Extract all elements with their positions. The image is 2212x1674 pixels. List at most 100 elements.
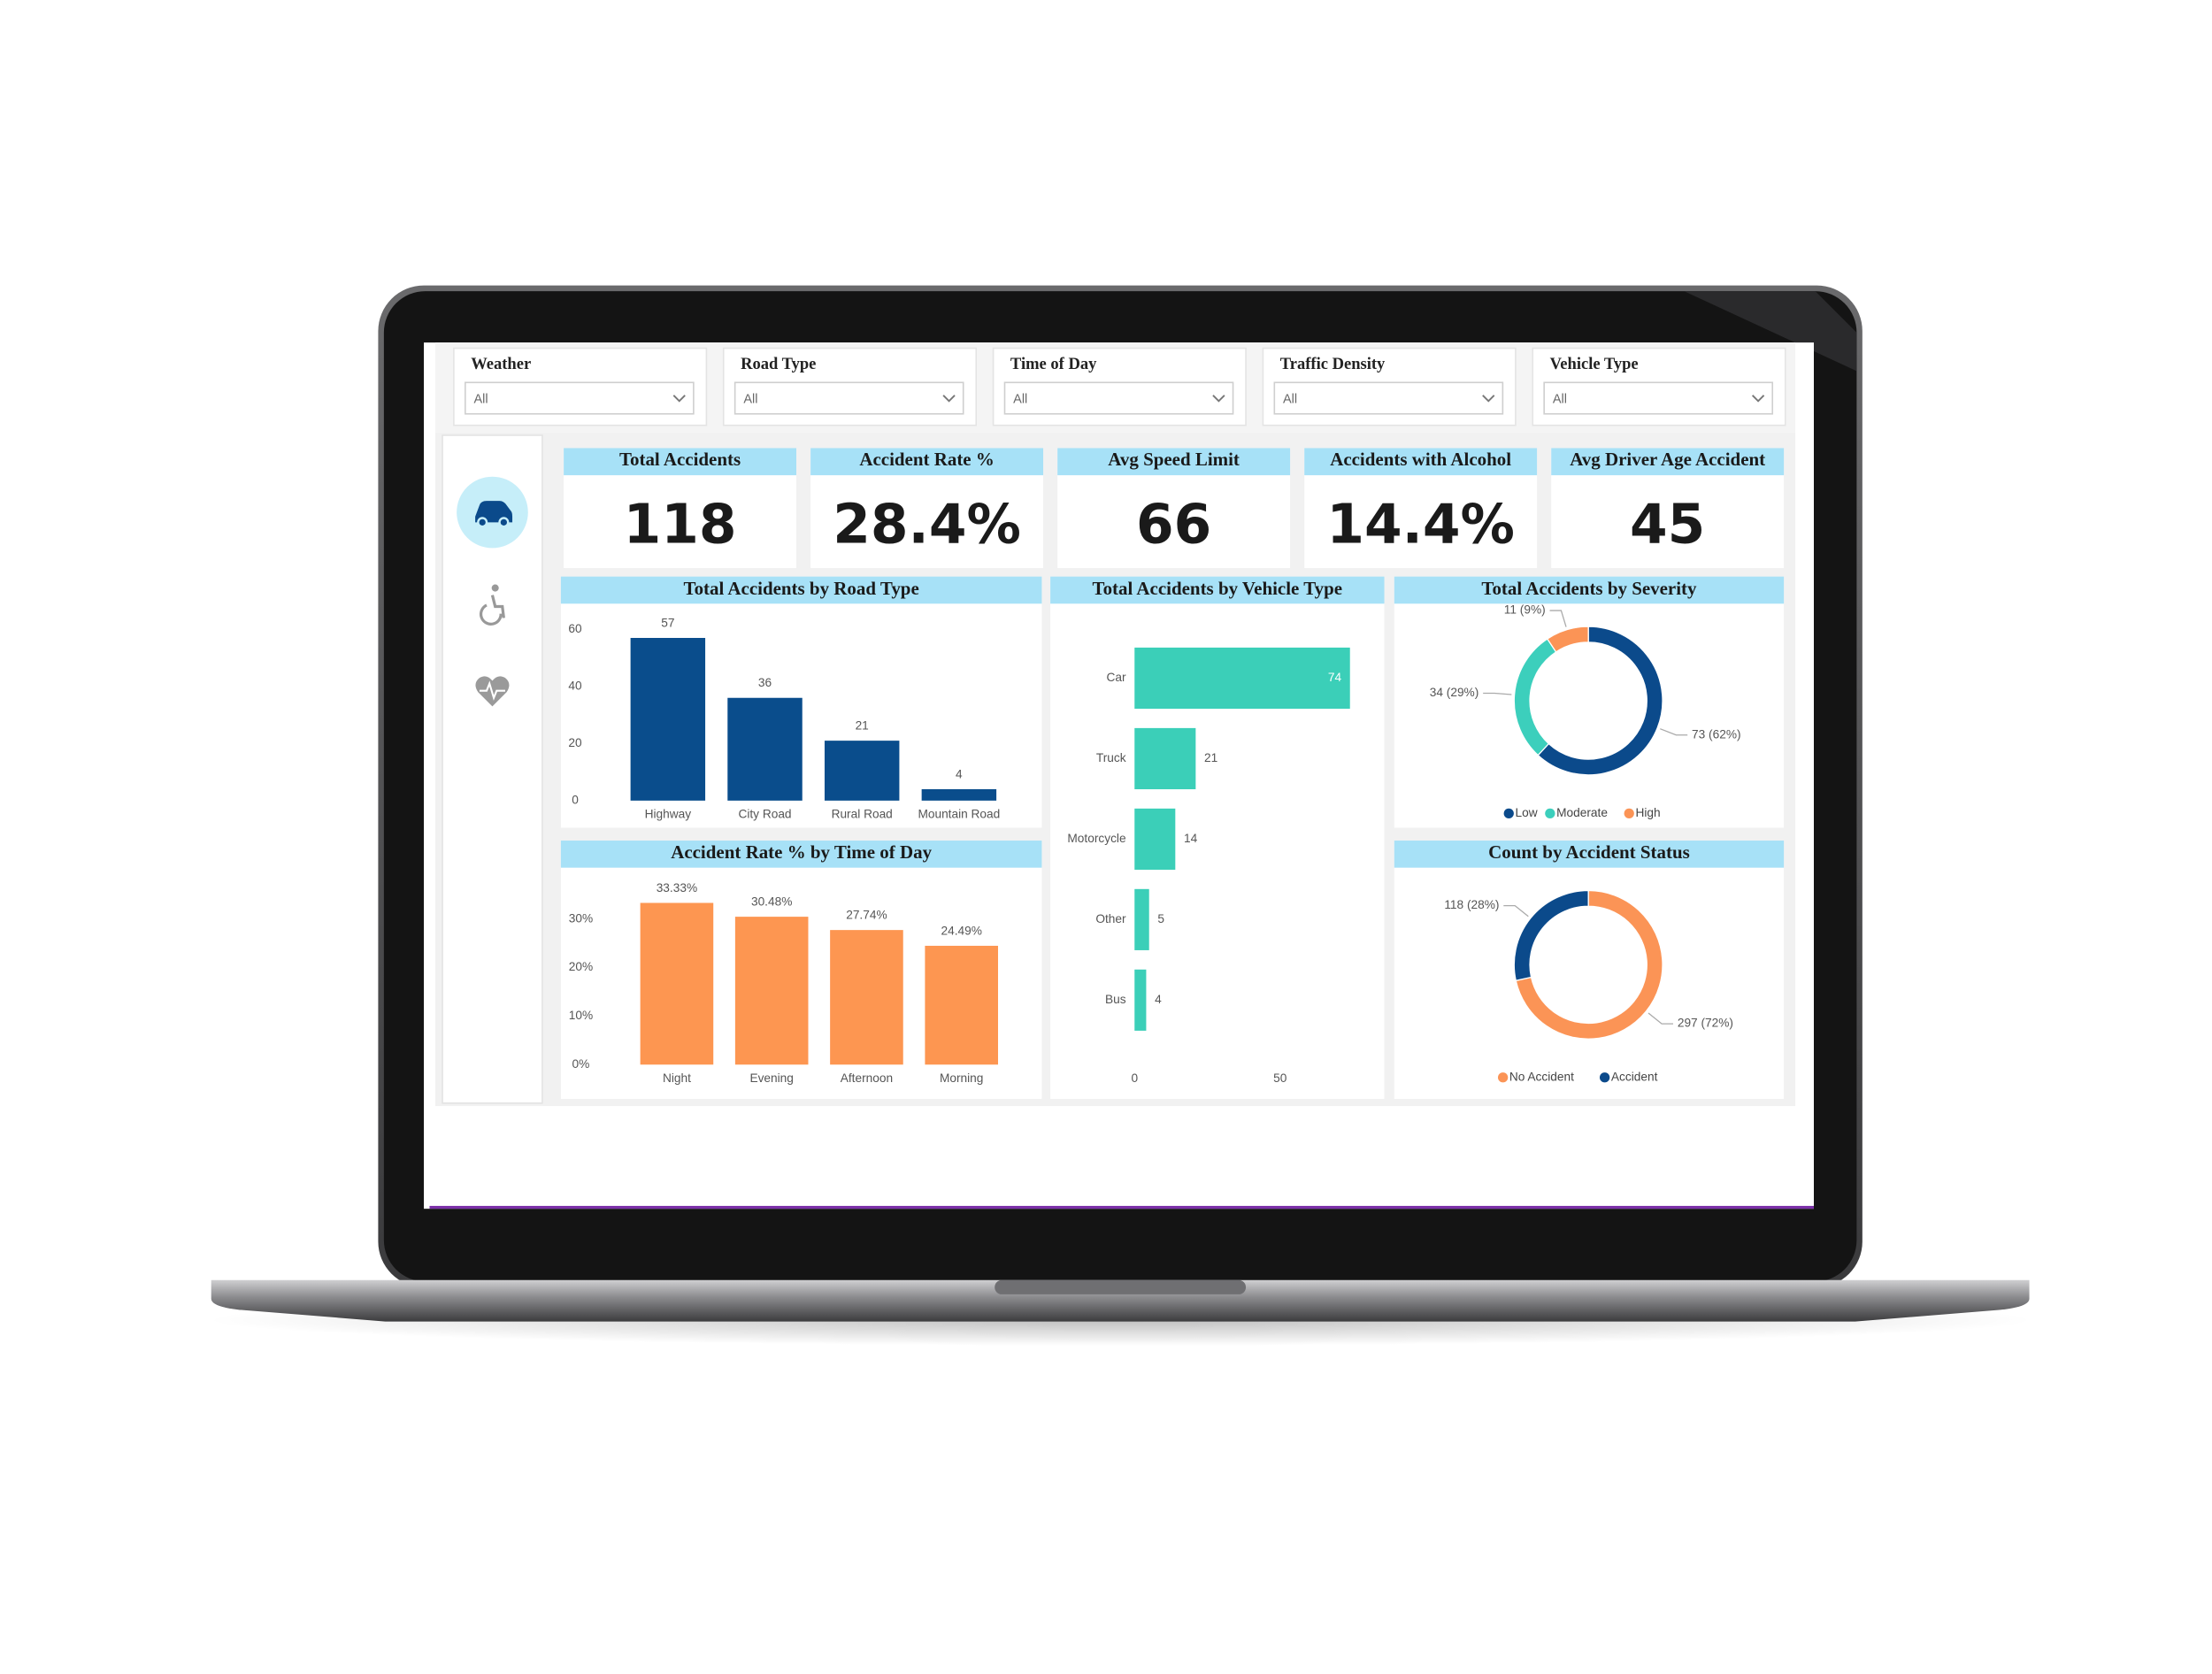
data-label: 24.49% [941, 924, 981, 937]
filter-dropdown[interactable] [1003, 381, 1234, 415]
filter-dropdown[interactable] [464, 381, 695, 415]
donut-slice [1537, 626, 1663, 776]
pulse-icon [479, 680, 505, 701]
screen-edge [429, 1205, 1814, 1209]
leader-line [1660, 728, 1688, 736]
bar [921, 788, 997, 801]
x-tick-label: Afternoon [841, 1071, 893, 1085]
data-label: 118 (28%) [1444, 898, 1499, 911]
laptop-base [211, 1279, 2030, 1322]
data-label: 36 [758, 676, 772, 689]
chart-title: Count by Accident Status [1488, 841, 1690, 863]
kpi-label: Accidents with Alcohol [1330, 449, 1511, 470]
dropdown-chevron [1212, 395, 1225, 403]
bar [1134, 969, 1147, 1031]
filter-value: All [1553, 392, 1567, 406]
legend-swatch [1599, 1072, 1610, 1083]
y-tick-label: 0 [572, 793, 579, 806]
y-tick-label: Truck [1096, 751, 1126, 764]
bar [830, 930, 903, 1065]
leader-line [1647, 1012, 1673, 1025]
nav-accessibility[interactable] [479, 584, 505, 626]
y-tick-label: 20% [569, 960, 593, 973]
kpi-label: Accident Rate % [859, 449, 994, 470]
bar [1134, 647, 1350, 710]
x-tick-label: Night [663, 1071, 691, 1085]
donut-slice [1515, 889, 1663, 1040]
kpi-value: 28.4% [833, 493, 1021, 556]
data-label: 30.48% [751, 895, 792, 909]
filter-value: All [1283, 392, 1297, 406]
data-label: 21 [1204, 751, 1217, 764]
kpi-value: 66 [1136, 493, 1211, 556]
kpi-value: 118 [624, 493, 737, 556]
legend-swatch [1624, 808, 1634, 819]
legend-label: High [1635, 806, 1660, 819]
x-tick-label: Morning [940, 1071, 983, 1085]
y-tick-label: 10% [569, 1009, 593, 1022]
x-tick-label: Rural Road [832, 808, 893, 821]
filter-label: Time of Day [1010, 355, 1097, 373]
kpi-header [1551, 448, 1785, 476]
car-icon [475, 501, 513, 523]
kpi-value: 45 [1630, 493, 1705, 556]
data-label: 11 (9%) [1504, 603, 1546, 617]
y-tick-label: Car [1107, 671, 1126, 684]
filter-value: All [1013, 392, 1027, 406]
legend-swatch [1545, 808, 1555, 819]
kpi-header [1304, 448, 1538, 476]
filter-label: Vehicle Type [1550, 355, 1639, 373]
bar [1134, 727, 1196, 790]
legend-label: Moderate [1556, 806, 1608, 819]
icon-head [491, 584, 499, 592]
chart-header [1394, 841, 1785, 868]
y-tick-label: 20 [568, 736, 582, 749]
legend-swatch [1497, 1072, 1509, 1083]
legend-label: No Accident [1509, 1070, 1574, 1083]
x-tick-label: 50 [1273, 1071, 1287, 1085]
y-tick-label: 60 [568, 622, 582, 635]
dashboard-content: Weather All Road Type All Time of Day All Traf… [453, 347, 1786, 1099]
data-label: 4 [1155, 993, 1162, 1006]
y-tick-label: 40 [568, 679, 582, 692]
chart-panel [1394, 841, 1785, 1099]
data-label: 34 (29%) [1430, 686, 1479, 699]
kpi-value: 14.4% [1326, 493, 1515, 556]
bar [727, 697, 803, 801]
filter-dropdown[interactable] [1543, 381, 1774, 415]
y-tick-label: 0% [572, 1057, 590, 1071]
data-label: 4 [956, 767, 963, 780]
y-tick-label: Bus [1105, 993, 1126, 1006]
x-tick-label: City Road [738, 808, 791, 821]
x-tick-label: Evening [749, 1071, 793, 1085]
data-label: 74 [1328, 671, 1342, 684]
data-label: 27.74% [846, 909, 887, 922]
kpi-label: Total Accidents [619, 449, 741, 470]
chart-title: Total Accidents by Vehicle Type [1093, 578, 1343, 599]
bar [630, 638, 706, 801]
data-label: 73 (62%) [1692, 727, 1741, 741]
chart-header [1050, 576, 1385, 604]
bar [734, 917, 809, 1065]
dropdown-chevron [1751, 395, 1765, 403]
kpi-label: Avg Driver Age Accident [1570, 449, 1765, 470]
legend-label: Low [1516, 806, 1538, 819]
bar [640, 902, 714, 1065]
donut-slice [1513, 889, 1589, 982]
lid-notch [995, 1279, 1247, 1294]
legend-label: Accident [1611, 1070, 1658, 1083]
x-tick-label: Highway [645, 808, 692, 821]
filter-label: Road Type [741, 355, 816, 373]
legend-swatch [1503, 808, 1514, 819]
kpi-header [1057, 448, 1291, 476]
filter-dropdown[interactable] [733, 381, 964, 415]
data-label: 5 [1157, 912, 1164, 925]
chart-title: Accident Rate % by Time of Day [671, 841, 932, 863]
y-tick-label: 30% [569, 911, 593, 925]
x-tick-label: Mountain Road [918, 808, 1000, 821]
leader-line [1483, 692, 1512, 695]
filter-dropdown[interactable] [1273, 381, 1504, 415]
donut-slice [1546, 626, 1589, 653]
icon-body [479, 595, 505, 626]
